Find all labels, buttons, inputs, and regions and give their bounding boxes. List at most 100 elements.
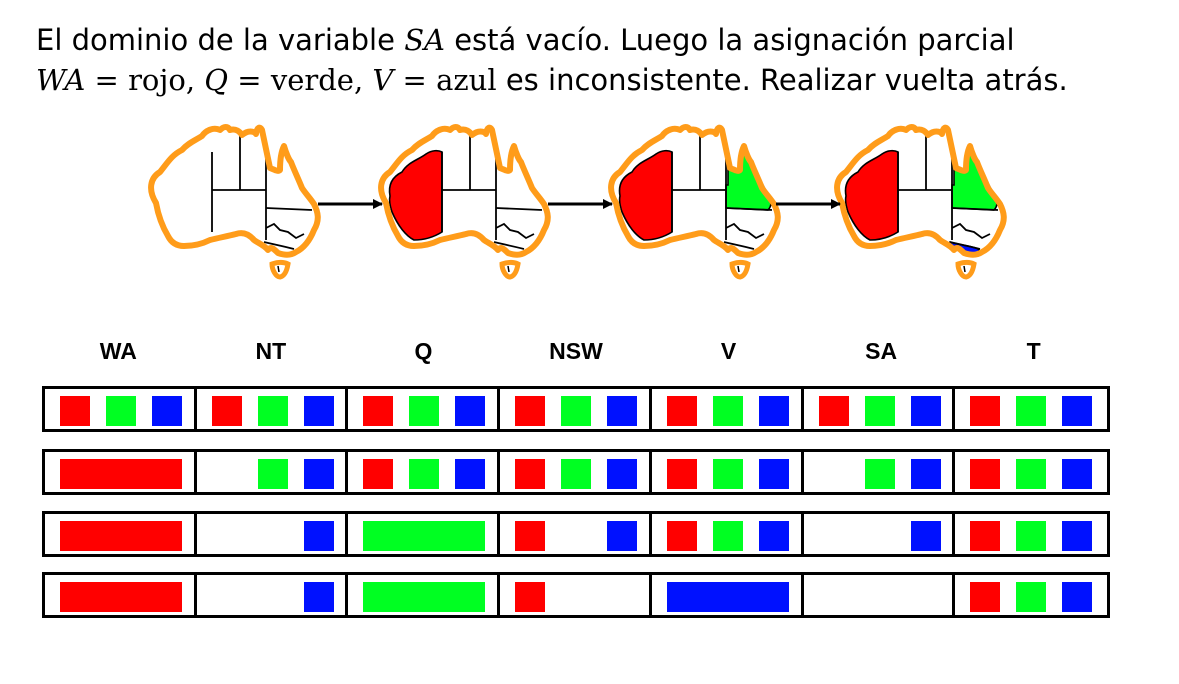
domain-cell-q (348, 389, 501, 429)
blue-value-square (607, 459, 638, 489)
tasmania-mark (277, 265, 280, 273)
domain-cell-t (955, 575, 1107, 615)
math-comma: , (185, 63, 205, 97)
blue-value-square (455, 396, 486, 426)
header-q: Q (414, 338, 433, 364)
state-border (495, 207, 543, 211)
green-value-square (1016, 521, 1047, 551)
map-step (834, 124, 1007, 280)
green-value-square (1016, 459, 1047, 489)
math-var-wa: WA (36, 63, 86, 97)
red-value-square (515, 521, 546, 551)
state-border (493, 241, 525, 250)
blue-value-square (607, 521, 638, 551)
red-value-square (363, 459, 394, 489)
state-border (723, 241, 755, 250)
state-border (495, 222, 535, 240)
domain-cell-t (955, 452, 1107, 492)
caption-text: El dominio de la variable (36, 23, 405, 57)
green-value-square (561, 396, 592, 426)
math-value-rojo: rojo (128, 63, 186, 97)
domain-cell-sa (804, 514, 956, 554)
region-t (269, 260, 291, 280)
caption-line-1: El dominio de la variable SA está vacío.… (36, 20, 1068, 60)
domain-cell-wa (45, 452, 197, 492)
map-step (148, 124, 321, 280)
domain-cell-v (652, 389, 804, 429)
blue-value-square (303, 459, 334, 489)
domain-cell-sa (804, 452, 956, 492)
green-value-square (712, 459, 743, 489)
math-var-v: V (372, 63, 394, 97)
domain-cell-v (652, 575, 804, 615)
header-nt: NT (255, 338, 287, 364)
green-value-square (1016, 582, 1047, 612)
variable-headers: WA NT Q NSW V SA T (42, 338, 1110, 365)
header-sa: SA (865, 338, 898, 364)
assigned-green-bar (363, 521, 486, 551)
domain-cell-nt (197, 514, 349, 554)
coastline (834, 124, 1007, 258)
green-value-square (106, 396, 136, 426)
math-value-verde: verde (270, 63, 354, 97)
header-wa: WA (99, 338, 137, 364)
assigned-red-bar (60, 459, 182, 489)
red-value-square (515, 396, 546, 426)
domain-cell-wa (45, 575, 197, 615)
header-nsw: NSW (549, 338, 603, 364)
state-border (263, 241, 295, 250)
green-value-square (409, 396, 440, 426)
coastline (608, 124, 781, 258)
domain-cell-v (652, 514, 804, 554)
domain-cell-nt (197, 452, 349, 492)
state-border (725, 222, 765, 240)
domain-cell-nsw (500, 452, 652, 492)
domain-cell-q (348, 575, 501, 615)
blue-value-square (1062, 521, 1093, 551)
state-border (951, 207, 999, 211)
domain-cell-wa (45, 389, 197, 429)
state-border (951, 222, 991, 240)
math-var-sa: SA (404, 23, 445, 57)
blue-value-square (758, 396, 789, 426)
green-value-square (561, 459, 592, 489)
state-border (265, 222, 305, 240)
blue-value-square (303, 582, 334, 612)
caption-text: es inconsistente. Realizar vuelta atrás. (496, 63, 1068, 97)
region-t (729, 260, 751, 280)
green-value-square (257, 396, 288, 426)
domain-row (42, 572, 1110, 618)
assigned-green-bar (363, 582, 486, 612)
domain-cell-wa (45, 514, 197, 554)
map-step (608, 124, 781, 280)
domain-cell-t (955, 514, 1107, 554)
red-value-square (970, 396, 1001, 426)
green-value-square (864, 396, 895, 426)
domain-row (42, 449, 1110, 495)
math-eq: = (393, 63, 437, 97)
tasmania-mark (737, 265, 740, 273)
red-value-square (363, 396, 394, 426)
state-border (725, 207, 773, 211)
region-t (499, 260, 521, 280)
domain-cell-sa (804, 389, 956, 429)
coastline (378, 124, 551, 258)
header-t: T (1026, 338, 1041, 364)
map-sequence (148, 124, 1007, 280)
red-value-square (970, 582, 1001, 612)
domain-cell-nsw (500, 514, 652, 554)
math-comma: , (353, 63, 373, 97)
red-value-square (515, 459, 546, 489)
blue-value-square (1062, 459, 1093, 489)
red-value-square (666, 521, 697, 551)
domain-cell-sa (804, 575, 956, 615)
blue-value-square (303, 521, 334, 551)
domain-cell-q (348, 514, 501, 554)
green-value-square (712, 521, 743, 551)
blue-value-square (758, 459, 789, 489)
domain-cell-q (348, 452, 501, 492)
assigned-red-bar (60, 582, 182, 612)
green-value-square (257, 459, 288, 489)
assigned-blue-bar (666, 582, 789, 612)
domain-cell-nt (197, 575, 349, 615)
